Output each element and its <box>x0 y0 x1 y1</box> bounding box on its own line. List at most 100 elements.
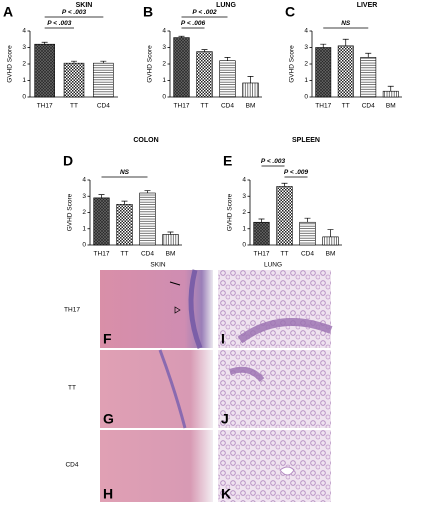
bar <box>322 236 339 246</box>
panel-letter: J <box>221 411 229 427</box>
significance-label: P < .003 <box>47 20 72 27</box>
error-bar <box>387 85 394 92</box>
row-label: TH17 <box>64 307 80 314</box>
y-axis-label: GVHD Score <box>227 193 234 231</box>
bar-chart: D COLON GVHD Score 0 1 2 3 4 TH17 TT CD4 BM NS <box>63 137 182 258</box>
bar-chart: C LIVER GVHD Score 0 1 2 3 4 TH17 TT CD4 BM NS <box>285 2 402 110</box>
significance-label: P < .003 <box>62 9 87 16</box>
y-tick-label: 1 <box>82 225 86 232</box>
x-tick-label: BM <box>386 103 396 110</box>
error-bar <box>100 60 107 64</box>
bar <box>173 37 190 98</box>
bar <box>63 62 85 98</box>
significance-label: P < .006 <box>181 20 206 27</box>
x-tick-label: TH17 <box>37 103 53 110</box>
error-bar <box>121 200 128 205</box>
bar <box>93 197 110 246</box>
x-tick-label: CD4 <box>221 103 234 110</box>
significance-label: P < .002 <box>192 9 217 16</box>
error-bar <box>320 43 327 48</box>
error-bar <box>304 217 311 223</box>
micrograph <box>218 270 331 348</box>
y-tick-label: 1 <box>22 77 26 84</box>
x-tick-label: CD4 <box>141 251 154 258</box>
y-tick-label: 4 <box>162 28 166 35</box>
significance-label: NS <box>120 169 130 176</box>
bar <box>162 234 179 246</box>
error-bar <box>247 76 254 83</box>
x-tick-label: TT <box>70 103 78 110</box>
y-axis-label: GVHD Score <box>67 193 74 231</box>
error-bar <box>167 231 174 235</box>
row-label: TT <box>68 385 76 392</box>
bar-chart: A SKIN GVHD Score 0 1 2 3 4 TH17 TT CD4 P < .003 P <… <box>3 2 118 110</box>
x-tick-label: TT <box>281 251 289 258</box>
error-bar <box>201 49 208 52</box>
y-tick-label: 4 <box>242 177 246 184</box>
error-bar <box>342 38 349 46</box>
significance-label: P < .009 <box>284 169 309 176</box>
error-bar <box>98 194 105 198</box>
y-tick-label: 0 <box>162 94 166 101</box>
x-tick-label: TH17 <box>94 251 110 258</box>
bar <box>382 90 399 98</box>
panel-letter: E <box>223 153 232 169</box>
bar <box>116 204 133 246</box>
bar <box>315 47 332 98</box>
y-tick-label: 4 <box>304 28 308 35</box>
panel-letter: D <box>63 153 73 169</box>
significance-label: P < .003 <box>261 158 286 165</box>
x-tick-label: TT <box>201 103 209 110</box>
tissue <box>229 366 265 382</box>
bar-chart: B LUNG GVHD Score 0 1 2 3 4 TH17 TT CD4 BM P < .006 P… <box>143 2 262 110</box>
y-tick-label: 3 <box>162 44 166 51</box>
chart-title: LIVER <box>357 2 378 9</box>
y-tick-label: 0 <box>22 94 26 101</box>
error-bar <box>41 41 48 45</box>
chart-title: SKIN <box>76 2 93 9</box>
bar <box>196 51 213 98</box>
bar-chart: E SPLEEN GVHD Score 0 1 2 3 4 TH17 TT CD4 BM P < .00… <box>223 137 342 258</box>
error-bar <box>258 218 265 223</box>
micrograph <box>100 350 213 428</box>
y-tick-label: 0 <box>242 242 246 249</box>
y-tick-label: 2 <box>82 209 86 216</box>
row-label: CD4 <box>65 462 78 469</box>
x-tick-label: TH17 <box>254 251 270 258</box>
panel-letter: I <box>221 331 225 347</box>
y-axis-label: GVHD Score <box>7 45 14 83</box>
histology: SKIN LUNG TH17 TT CD4 F I G J H K <box>64 262 333 502</box>
vessel <box>279 466 295 476</box>
x-tick-label: BM <box>326 251 336 258</box>
significance-label: NS <box>341 20 351 27</box>
y-tick-label: 2 <box>242 209 246 216</box>
y-tick-label: 4 <box>82 177 86 184</box>
panel-letter: F <box>103 331 112 347</box>
error-bar <box>71 60 77 64</box>
y-tick-label: 4 <box>22 28 26 35</box>
panel-letter: G <box>103 411 114 427</box>
x-tick-label: CD4 <box>97 103 110 110</box>
y-tick-label: 2 <box>162 61 166 68</box>
x-tick-label: TH17 <box>315 103 331 110</box>
chart-title: LUNG <box>216 2 236 9</box>
x-tick-label: CD4 <box>301 251 314 258</box>
bar <box>337 45 354 98</box>
x-tick-label: CD4 <box>362 103 375 110</box>
y-tick-label: 1 <box>304 77 308 84</box>
bar <box>139 192 156 246</box>
bar <box>242 82 259 98</box>
x-tick-label: TT <box>121 251 129 258</box>
panel-letter: A <box>3 4 13 20</box>
bar <box>219 60 236 98</box>
tissue-edge <box>158 349 187 429</box>
y-tick-label: 0 <box>304 94 308 101</box>
y-tick-label: 3 <box>22 44 26 51</box>
y-tick-label: 3 <box>82 193 86 200</box>
error-bar <box>224 57 231 61</box>
y-tick-label: 3 <box>242 193 246 200</box>
arrow <box>169 281 181 286</box>
y-tick-label: 1 <box>162 77 166 84</box>
micrograph <box>218 350 331 428</box>
